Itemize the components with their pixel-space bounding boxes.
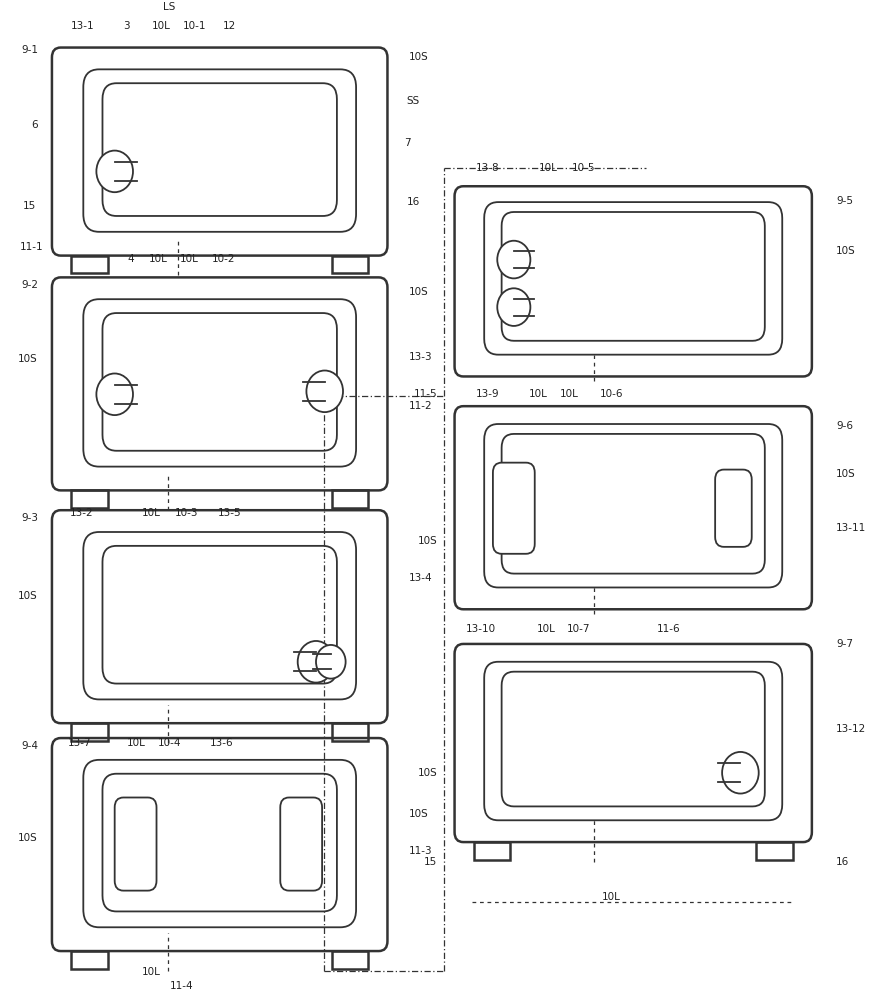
Text: 15: 15 — [23, 201, 36, 211]
Text: 15: 15 — [424, 857, 437, 867]
Bar — [71, 723, 108, 741]
Text: 9-6: 9-6 — [837, 421, 853, 431]
FancyBboxPatch shape — [280, 798, 322, 891]
Text: 13-8: 13-8 — [476, 163, 499, 173]
Text: 9-2: 9-2 — [21, 280, 38, 290]
Text: 10L: 10L — [180, 254, 198, 264]
Text: 13-3: 13-3 — [409, 352, 433, 362]
Text: 13-1: 13-1 — [71, 21, 95, 31]
Text: 10L: 10L — [537, 624, 555, 634]
Text: 13-9: 13-9 — [476, 389, 499, 399]
Text: 9-3: 9-3 — [21, 513, 38, 523]
Bar — [71, 256, 108, 273]
Text: 10L: 10L — [127, 738, 146, 748]
Text: 10S: 10S — [18, 354, 38, 364]
Text: 10L: 10L — [149, 254, 167, 264]
Text: 13-10: 13-10 — [466, 624, 496, 634]
Text: 10-3: 10-3 — [175, 508, 199, 518]
Text: 10S: 10S — [417, 768, 437, 778]
Text: LS: LS — [163, 2, 175, 12]
Circle shape — [498, 241, 530, 278]
Text: 10S: 10S — [417, 536, 437, 546]
Text: 10S: 10S — [837, 469, 856, 479]
Text: 10L: 10L — [152, 21, 170, 31]
Bar — [332, 256, 368, 273]
Text: 10L: 10L — [560, 389, 579, 399]
Text: 9-1: 9-1 — [21, 45, 38, 55]
Text: 10S: 10S — [18, 591, 38, 601]
Circle shape — [96, 151, 133, 192]
Text: 11-3: 11-3 — [409, 846, 433, 856]
Text: 7: 7 — [404, 138, 411, 148]
Text: 10L: 10L — [529, 389, 548, 399]
Text: 10-2: 10-2 — [212, 254, 236, 264]
Text: 13-4: 13-4 — [409, 573, 433, 583]
Text: 9-7: 9-7 — [837, 639, 853, 649]
Text: 16: 16 — [406, 197, 420, 207]
Text: 10L: 10L — [142, 967, 160, 977]
Text: 10-5: 10-5 — [572, 163, 596, 173]
Text: 13-6: 13-6 — [210, 738, 234, 748]
Text: 10-1: 10-1 — [183, 21, 207, 31]
Text: 13-11: 13-11 — [837, 523, 866, 533]
Bar — [474, 842, 511, 860]
Text: 11-5: 11-5 — [413, 389, 437, 399]
Text: 6: 6 — [32, 120, 38, 130]
Text: 10-4: 10-4 — [158, 738, 181, 748]
Text: 4: 4 — [127, 254, 134, 264]
Text: 16: 16 — [837, 857, 850, 867]
Text: 9-4: 9-4 — [21, 741, 38, 751]
Text: 11-6: 11-6 — [657, 624, 681, 634]
Bar — [332, 951, 368, 969]
Text: 9-5: 9-5 — [837, 196, 853, 206]
Text: 10L: 10L — [602, 892, 621, 902]
Bar — [332, 490, 368, 508]
Text: 10S: 10S — [409, 809, 429, 819]
Bar — [71, 951, 108, 969]
Text: 11-1: 11-1 — [19, 242, 43, 252]
Text: 11-4: 11-4 — [170, 981, 194, 991]
Circle shape — [722, 752, 759, 794]
Bar — [71, 490, 108, 508]
FancyBboxPatch shape — [715, 470, 752, 547]
Text: 11-2: 11-2 — [409, 401, 433, 411]
Circle shape — [498, 288, 530, 326]
Text: 10S: 10S — [837, 246, 856, 256]
Text: 10S: 10S — [409, 287, 429, 297]
Text: 10-6: 10-6 — [600, 389, 623, 399]
Circle shape — [316, 645, 346, 679]
Circle shape — [307, 371, 343, 412]
Text: 12: 12 — [223, 21, 237, 31]
Text: 13-12: 13-12 — [837, 724, 866, 734]
Text: 10L: 10L — [540, 163, 558, 173]
Text: 10S: 10S — [18, 833, 38, 843]
Text: 10L: 10L — [142, 508, 160, 518]
Text: SS: SS — [406, 96, 420, 106]
Text: 13-7: 13-7 — [68, 738, 92, 748]
Text: 13-5: 13-5 — [218, 508, 242, 518]
Bar — [332, 723, 368, 741]
FancyBboxPatch shape — [115, 798, 157, 891]
Bar — [756, 842, 793, 860]
Text: 10-7: 10-7 — [567, 624, 590, 634]
Circle shape — [298, 641, 335, 683]
FancyBboxPatch shape — [493, 463, 534, 554]
Text: 10S: 10S — [409, 52, 429, 62]
Text: 3: 3 — [124, 21, 131, 31]
Circle shape — [96, 373, 133, 415]
Text: 13-2: 13-2 — [70, 508, 94, 518]
